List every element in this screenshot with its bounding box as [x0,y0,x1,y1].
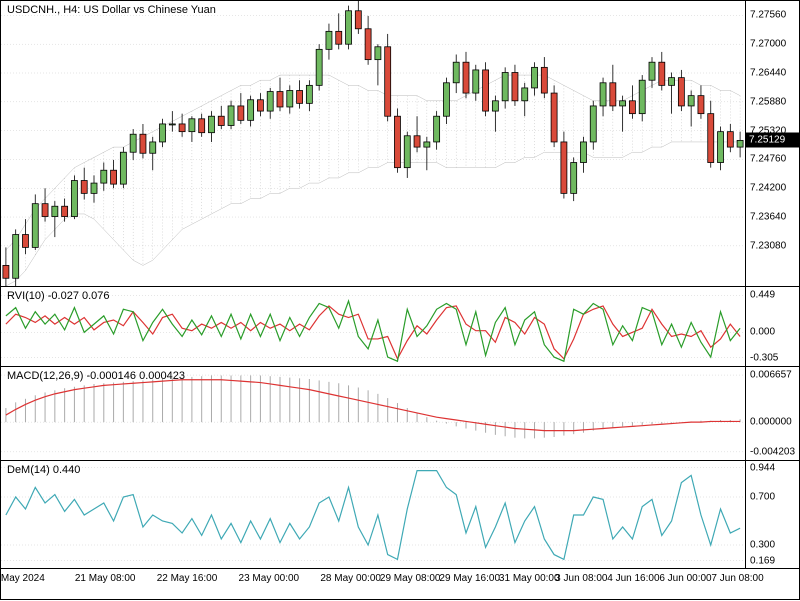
price-y-tick: 7.24200 [750,183,786,194]
macd-y-axis: 0.006657 0.000000 -0.004203 [745,367,800,460]
rvi-y-tick: -0.305 [750,352,778,363]
price-svg [1,1,745,287]
rvi-svg [1,287,745,367]
time-x-tick: 23 May 00:00 [239,573,300,584]
macd-y-tick: 0.006657 [750,370,792,381]
rvi-title: RVI(10) -0.027 0.076 [7,290,110,302]
price-panel[interactable]: USDCNH., H4: US Dollar vs Chinese Yuan 7… [1,1,800,287]
macd-y-tick: -0.004203 [750,446,795,457]
time-x-tick: 6 Jun 00:00 [659,573,711,584]
dem-y-tick: 0.700 [750,492,775,503]
dem-y-tick: 0.300 [750,540,775,551]
dem-y-tick: 0.169 [750,555,775,566]
time-x-axis: 17 May 2024 21 May 08:00 22 May 16:00 23 Ma… [1,569,800,601]
price-y-tick: 7.23080 [750,240,786,251]
dem-y-axis: 0.944 0.700 0.300 0.169 [745,461,800,568]
dem-title: DeM(14) 0.440 [7,464,80,476]
current-price-badge: 7.25129 [745,133,800,148]
rvi-plot-area[interactable]: RVI(10) -0.027 0.076 [1,287,745,366]
dem-svg [1,461,745,569]
price-y-tick: 7.23640 [750,212,786,223]
price-y-tick: 7.27000 [750,39,786,50]
time-x-tick: 4 Jun 16:00 [607,573,659,584]
rvi-y-tick: 0.449 [750,290,775,301]
rvi-y-tick: 0.000 [750,327,775,338]
time-x-tick: 7 Jun 08:00 [711,573,763,584]
time-x-tick: 3 Jun 08:00 [555,573,607,584]
dem-plot-area[interactable]: DeM(14) 0.440 [1,461,745,568]
price-plot-area[interactable]: USDCNH., H4: US Dollar vs Chinese Yuan [1,1,745,286]
price-y-tick: 7.25880 [750,96,786,107]
price-chart-title: USDCNH., H4: US Dollar vs Chinese Yuan [7,4,216,16]
dem-panel[interactable]: DeM(14) 0.440 0.944 0.700 0.300 0.169 [1,461,800,569]
time-x-tick: 17 May 2024 [0,573,45,584]
price-y-tick: 7.27560 [750,10,786,21]
time-x-tick: 28 May 00:00 [320,573,381,584]
macd-panel[interactable]: MACD(12,26,9) -0.000146 0.000423 0.00665… [1,367,800,461]
macd-plot-area[interactable]: MACD(12,26,9) -0.000146 0.000423 [1,367,745,460]
macd-y-tick: 0.000000 [750,417,792,428]
time-x-tick: 22 May 16:00 [157,573,218,584]
dem-y-tick: 0.944 [750,462,775,473]
rvi-y-axis: 0.449 0.000 -0.305 [745,287,800,366]
time-x-tick: 29 May 08:00 [380,573,441,584]
time-x-tick: 29 May 16:00 [439,573,500,584]
chart-container: USDCNH., H4: US Dollar vs Chinese Yuan 7… [0,0,800,600]
rvi-panel[interactable]: RVI(10) -0.027 0.076 0.449 0.000 -0.305 [1,287,800,367]
price-y-tick: 7.24760 [750,154,786,165]
macd-title: MACD(12,26,9) -0.000146 0.000423 [7,370,185,382]
time-x-tick: 21 May 08:00 [75,573,136,584]
price-y-tick: 7.26440 [750,68,786,79]
time-x-tick: 31 May 00:00 [499,573,560,584]
